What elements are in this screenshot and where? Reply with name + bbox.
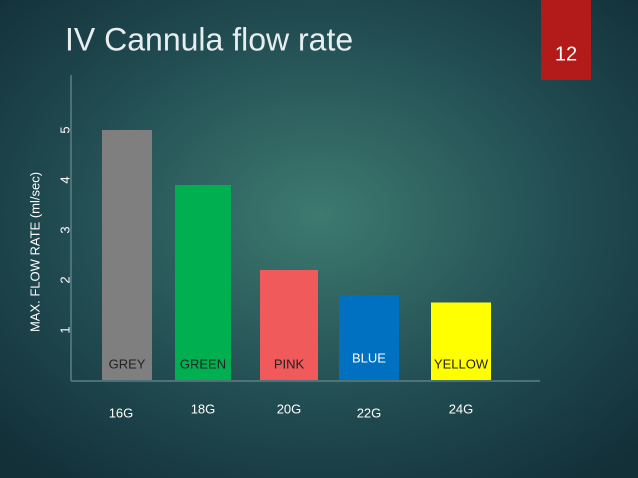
x-tick-label: 20G (277, 401, 302, 416)
bar (339, 295, 399, 380)
y-tick-label: 3 (57, 226, 72, 233)
y-tick-label: 2 (57, 276, 72, 283)
y-tick-label: 5 (57, 126, 72, 133)
bar (260, 270, 318, 380)
x-tick-label: 24G (449, 401, 474, 416)
bar (102, 130, 152, 380)
bar-label: GREY (109, 356, 146, 371)
x-tick-label: 16G (109, 405, 134, 420)
bar (431, 302, 491, 380)
chart-title: IV Cannula flow rate (65, 21, 353, 57)
y-tick-label: 4 (57, 176, 72, 183)
page-number: 12 (555, 43, 577, 65)
x-tick-label: 18G (191, 401, 216, 416)
page-number-box (541, 0, 591, 80)
bar-label: YELLOW (434, 356, 489, 371)
bar (175, 185, 231, 380)
bar-label: PINK (274, 356, 305, 371)
y-axis-label: MAX. FLOW RATE (ml/sec) (27, 172, 42, 332)
x-tick-label: 22G (357, 405, 382, 420)
bar-label: GREEN (180, 356, 226, 371)
bar-label: BLUE (352, 350, 386, 365)
y-tick-label: 1 (57, 326, 72, 333)
